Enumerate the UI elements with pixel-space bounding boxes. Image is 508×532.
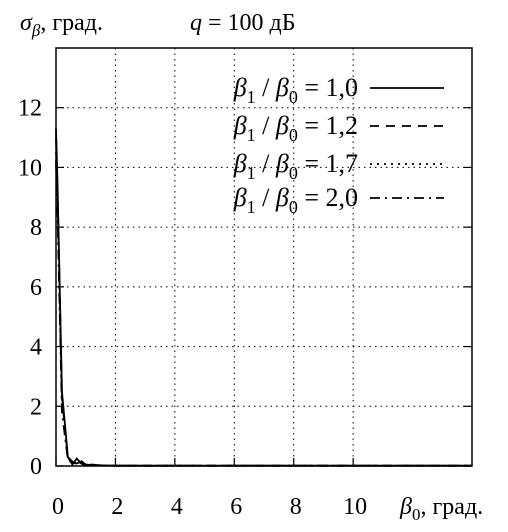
x-tick-label-2: 2 <box>111 494 123 520</box>
x-axis-title: β0, град. <box>399 494 483 524</box>
y-tick-label-0: 0 <box>30 454 42 480</box>
x-tick-label-6: 6 <box>230 494 242 520</box>
legend-entry-4: β1 / β0 = 2,0 <box>233 183 444 217</box>
chart-title: q = 100 дБ <box>190 10 296 36</box>
legend-entry-1: β1 / β0 = 1,0 <box>233 73 444 107</box>
legend-entry-2: β1 / β0 = 1,2 <box>233 111 444 145</box>
legend-entry-3: β1 / β0 = 1,7 <box>233 149 444 183</box>
y-tick-label-6: 6 <box>30 275 42 301</box>
series-line-2 <box>55 137 472 467</box>
labels: 0 2 4 6 8 10 0 2 4 6 8 10 12 σβ, град. q = 100 дБ β0, г… <box>18 10 483 524</box>
x-tick-label-4: 4 <box>171 494 183 520</box>
series-line-1 <box>55 128 472 467</box>
grid <box>56 48 472 466</box>
y-axis-title: σβ, град. <box>20 10 103 40</box>
x-tick-label-0: 0 <box>52 494 64 520</box>
plot-area <box>55 128 472 467</box>
y-tick-label-2: 2 <box>30 394 42 420</box>
y-tick-label-10: 10 <box>18 155 42 181</box>
ticks <box>55 107 472 467</box>
legend-label-2: β1 / β0 = 1,2 <box>233 111 358 145</box>
x-tick-label-10: 10 <box>343 494 367 520</box>
y-tick-label-12: 12 <box>18 96 42 122</box>
legend-label-4: β1 / β0 = 2,0 <box>233 183 358 217</box>
legend-label-3: β1 / β0 = 1,7 <box>233 149 358 183</box>
legend: β1 / β0 = 1,0 β1 / β0 = 1,2 β1 / β0 = 1,7β… <box>233 73 444 217</box>
x-tick-label-8: 8 <box>290 494 302 520</box>
axis-frame <box>55 47 473 467</box>
y-tick-label-4: 4 <box>30 335 42 361</box>
y-tick-label-8: 8 <box>30 215 42 241</box>
legend-label-1: β1 / β0 = 1,0 <box>233 73 358 107</box>
